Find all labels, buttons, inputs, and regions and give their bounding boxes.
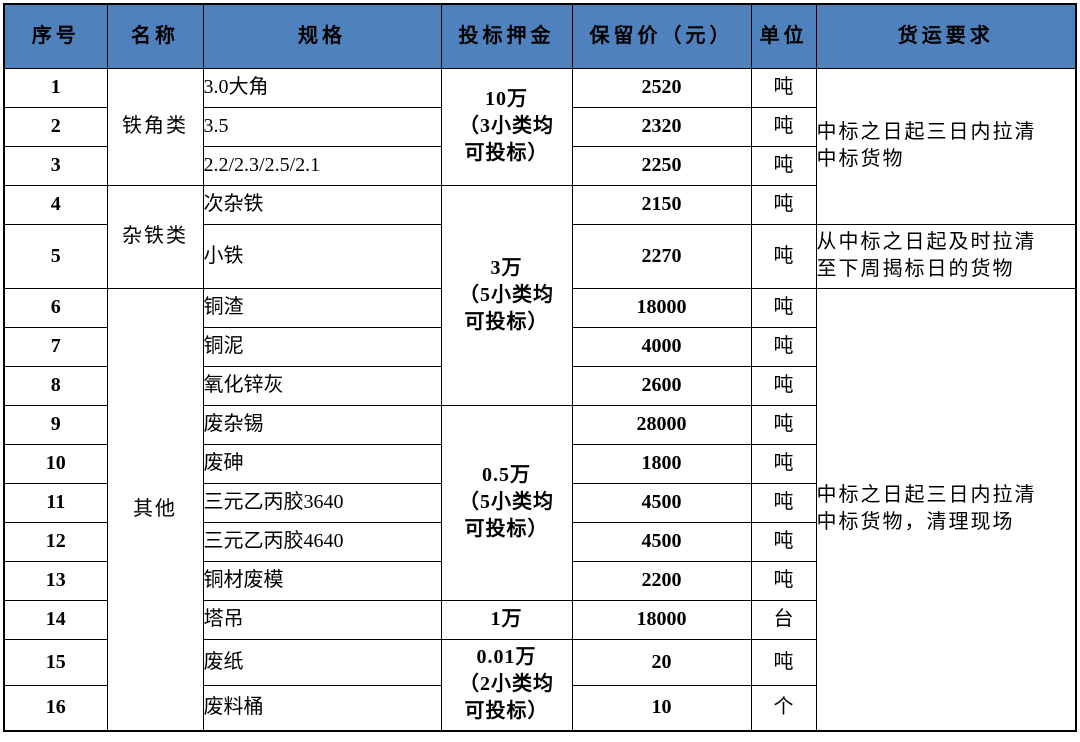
- col-header-price: 保留价（元）: [571, 3, 752, 69]
- serial-cell: 3: [3, 145, 108, 186]
- unit-cell: 吨: [750, 326, 817, 367]
- table-row: 12 三元乙丙胶4640 4500 吨: [3, 521, 1076, 562]
- deposit-cell: 0.5万 （5小类均 可投标）: [440, 404, 573, 601]
- table-row: 4 杂铁类 次杂铁 3万 （5小类均 可投标） 2150 吨: [3, 184, 1076, 406]
- spec-cell: 次杂铁: [202, 184, 442, 225]
- category-cell: 其他: [106, 287, 204, 732]
- price-cell: 2600: [571, 365, 752, 406]
- serial-cell: 12: [3, 521, 108, 562]
- unit-cell: 吨: [750, 287, 817, 328]
- table-row: 13 铜材废模 2200 吨: [3, 560, 1076, 601]
- unit-cell: 吨: [750, 67, 817, 108]
- unit-cell: 吨: [750, 145, 817, 186]
- table-row: 3 2.2/2.3/2.5/2.1 2250 吨: [3, 145, 1076, 186]
- price-cell: 18000: [571, 599, 752, 640]
- serial-cell: 6: [3, 287, 108, 328]
- price-cell: 2320: [571, 106, 752, 147]
- deposit-cell: 3万 （5小类均 可投标）: [440, 184, 573, 406]
- unit-cell: 吨: [750, 638, 817, 686]
- spec-cell: 塔吊: [202, 599, 442, 640]
- spec-cell: 小铁: [202, 223, 442, 289]
- serial-cell: 10: [3, 443, 108, 484]
- col-header-spec: 规格: [202, 3, 442, 69]
- price-cell: 4000: [571, 326, 752, 367]
- serial-cell: 5: [3, 223, 108, 289]
- table-row: 15 废纸 0.01万 （2小类均 可投标） 20 吨: [3, 638, 1076, 732]
- unit-cell: 吨: [750, 482, 817, 523]
- unit-cell: 吨: [750, 223, 817, 289]
- spec-cell: 铜材废模: [202, 560, 442, 601]
- unit-cell: 吨: [750, 365, 817, 406]
- serial-cell: 14: [3, 599, 108, 640]
- serial-cell: 16: [3, 684, 108, 732]
- table-row: 8 氧化锌灰 2600 吨: [3, 365, 1076, 406]
- table-row: 14 塔吊 1万 18000 台: [3, 599, 1076, 640]
- col-header-name: 名称: [106, 3, 204, 69]
- serial-cell: 9: [3, 404, 108, 445]
- spec-cell: 铜泥: [202, 326, 442, 367]
- spec-cell: 废纸: [202, 638, 442, 686]
- serial-cell: 1: [3, 67, 108, 108]
- price-cell: 20: [571, 638, 752, 686]
- freight-cell: 从中标之日起及时拉清 至下周揭标日的货物: [815, 223, 1077, 289]
- serial-cell: 4: [3, 184, 108, 225]
- table-row: 9 废杂锡 0.5万 （5小类均 可投标） 28000 吨: [3, 404, 1076, 601]
- header-row: 序号 名称 规格 投标押金 保留价（元） 单位 货运要求: [3, 3, 1077, 69]
- table-row: 11 三元乙丙胶3640 4500 吨: [3, 482, 1076, 523]
- table-row: 2 3.5 2320 吨: [3, 106, 1076, 147]
- spec-cell: 废砷: [202, 443, 442, 484]
- price-cell: 4500: [571, 482, 752, 523]
- unit-cell: 吨: [750, 404, 817, 445]
- price-cell: 2270: [571, 223, 752, 289]
- freight-cell: 中标之日起三日内拉清 中标货物: [815, 67, 1077, 225]
- col-header-deposit: 投标押金: [440, 3, 573, 69]
- unit-cell: 个: [750, 684, 817, 732]
- unit-cell: 台: [750, 599, 817, 640]
- spec-cell: 3.0大角: [202, 67, 442, 108]
- price-cell: 28000: [571, 404, 752, 445]
- spec-cell: 废料桶: [202, 684, 442, 732]
- spec-cell: 三元乙丙胶3640: [202, 482, 442, 523]
- unit-cell: 吨: [750, 560, 817, 601]
- serial-cell: 13: [3, 560, 108, 601]
- spec-cell: 3.5: [202, 106, 442, 147]
- category-cell: 杂铁类: [106, 184, 204, 289]
- serial-cell: 8: [3, 365, 108, 406]
- price-cell: 18000: [571, 287, 752, 328]
- serial-cell: 15: [3, 638, 108, 686]
- deposit-cell: 1万: [440, 599, 573, 640]
- bid-price-table: 序号 名称 规格 投标押金 保留价（元） 单位 货运要求 1 铁角类 3.0大角…: [3, 3, 1077, 732]
- freight-cell: 中标之日起三日内拉清 中标货物，清理现场: [815, 287, 1077, 732]
- serial-cell: 7: [3, 326, 108, 367]
- table-row: 16 废料桶 10 个: [3, 684, 1076, 732]
- spec-cell: 三元乙丙胶4640: [202, 521, 442, 562]
- unit-cell: 吨: [750, 521, 817, 562]
- price-cell: 2520: [571, 67, 752, 108]
- unit-cell: 吨: [750, 443, 817, 484]
- table-row: 6 其他 铜渣 18000 吨 中标之日起三日内拉清 中标货物，清理现场: [3, 287, 1077, 732]
- price-cell: 1800: [571, 443, 752, 484]
- col-header-unit: 单位: [750, 3, 817, 69]
- price-cell: 2150: [571, 184, 752, 225]
- serial-cell: 2: [3, 106, 108, 147]
- unit-cell: 吨: [750, 184, 817, 225]
- price-cell: 2200: [571, 560, 752, 601]
- serial-cell: 11: [3, 482, 108, 523]
- spec-cell: 氧化锌灰: [202, 365, 442, 406]
- price-cell: 4500: [571, 521, 752, 562]
- price-cell: 2250: [571, 145, 752, 186]
- price-cell: 10: [571, 684, 752, 732]
- col-header-freight: 货运要求: [815, 3, 1077, 69]
- deposit-cell: 10万 （3小类均 可投标）: [440, 67, 573, 186]
- table-row: 1 铁角类 3.0大角 10万 （3小类均 可投标） 2520 吨 中标之日起三…: [3, 67, 1077, 225]
- category-cell: 铁角类: [106, 67, 204, 186]
- deposit-cell: 0.01万 （2小类均 可投标）: [440, 638, 573, 732]
- col-header-serial: 序号: [3, 3, 108, 69]
- unit-cell: 吨: [750, 106, 817, 147]
- spec-cell: 铜渣: [202, 287, 442, 328]
- spec-cell: 2.2/2.3/2.5/2.1: [202, 145, 442, 186]
- spec-cell: 废杂锡: [202, 404, 442, 445]
